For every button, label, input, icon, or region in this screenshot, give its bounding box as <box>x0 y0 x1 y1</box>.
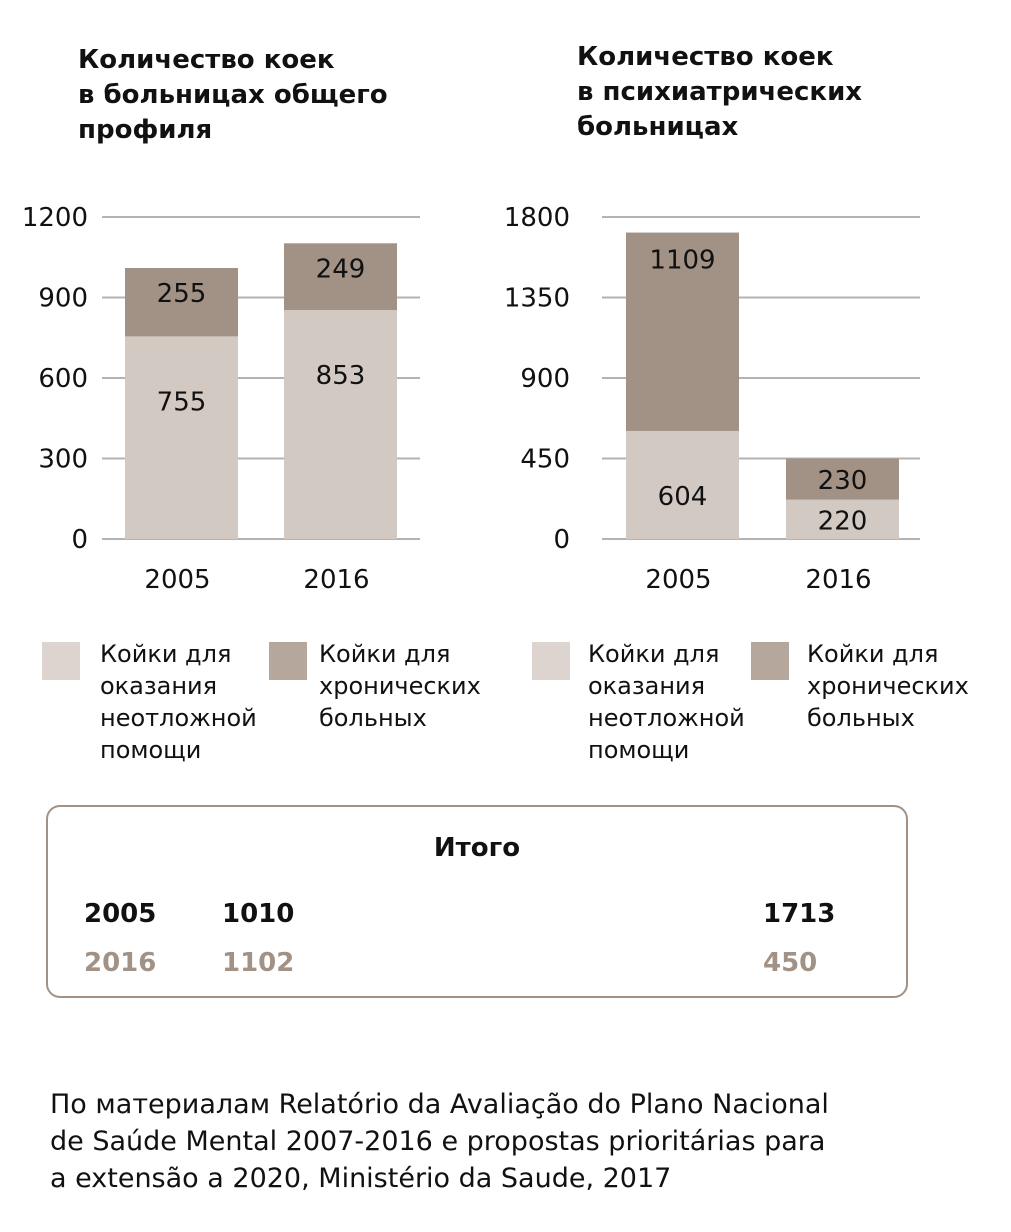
bar-segment-acute <box>626 430 739 539</box>
legend-label-chronic: Койки для хронических больных <box>319 640 481 732</box>
bar-segment-chronic <box>626 232 739 431</box>
x-tick-label: 2005 <box>645 565 711 595</box>
data-label: 249 <box>316 254 366 284</box>
bar-segment-chronic <box>125 267 238 337</box>
legend-swatch-acute <box>42 642 80 680</box>
y-tick-label: 1800 <box>504 203 570 233</box>
y-tick-label: 1350 <box>504 284 570 314</box>
data-label: 230 <box>818 466 868 496</box>
legend-swatch-chronic <box>269 642 307 680</box>
chart-title-general: Количество коек в больницах общего профи… <box>78 45 388 145</box>
chart-title-psychiatric: Количество коек в психиатрических больни… <box>577 42 863 142</box>
charts-canvas: 0 300 600 900 1200 755 255 2005 853 249 2016 0 450 90… <box>22 203 920 595</box>
totals-year: 2016 <box>84 948 157 978</box>
data-label: 853 <box>316 361 366 391</box>
totals-psychiatric: 450 <box>763 948 818 978</box>
source-note: По материалам Relatório da Avaliação do … <box>50 1089 829 1194</box>
x-tick-label: 2016 <box>805 565 871 595</box>
legend-acute-right: Койки для оказания неотложной помощи <box>532 640 745 766</box>
x-tick-label: 2005 <box>144 565 210 595</box>
data-label: 755 <box>157 387 207 417</box>
bar-segment-acute <box>284 310 397 539</box>
legend-label-acute: Койки для оказания неотложной помощи <box>100 640 257 764</box>
totals-general: 1010 <box>222 899 295 929</box>
totals-psychiatric: 1713 <box>763 899 836 929</box>
x-tick-label: 2016 <box>303 565 369 595</box>
y-tick-label: 1200 <box>22 203 88 233</box>
y-tick-label: 900 <box>38 284 88 314</box>
y-tick-label: 900 <box>520 364 570 394</box>
legend-label-chronic: Койки для хронических больных <box>807 640 969 732</box>
data-label: 220 <box>818 506 868 536</box>
y-tick-label: 300 <box>38 445 88 475</box>
legend-chronic-left: Койки для хронических больных <box>269 640 481 734</box>
data-label: 604 <box>658 482 708 512</box>
y-tick-label: 600 <box>38 364 88 394</box>
bar-segment-chronic <box>786 458 899 500</box>
y-tick-label: 0 <box>71 525 88 555</box>
totals-title: Итого <box>433 833 521 863</box>
legend-chronic-right: Койки для хронических больных <box>751 640 969 734</box>
totals-year: 2005 <box>84 899 157 929</box>
legend-swatch-acute <box>532 642 570 680</box>
data-label: 1109 <box>649 246 715 276</box>
bar-segment-acute <box>786 499 899 539</box>
data-label: 255 <box>157 279 207 309</box>
legend-acute-left: Койки для оказания неотложной помощи <box>42 640 257 766</box>
bar-segment-acute <box>125 336 238 539</box>
totals-general: 1102 <box>222 948 295 978</box>
legend-swatch-chronic <box>751 642 789 680</box>
legend-label-acute: Койки для оказания неотложной помощи <box>588 640 745 764</box>
totals-box: Итого 2005 1010 1713 2016 1102 450 <box>46 805 908 998</box>
y-tick-label: 0 <box>553 525 570 555</box>
y-tick-label: 450 <box>520 445 570 475</box>
bar-segment-chronic <box>284 243 397 311</box>
